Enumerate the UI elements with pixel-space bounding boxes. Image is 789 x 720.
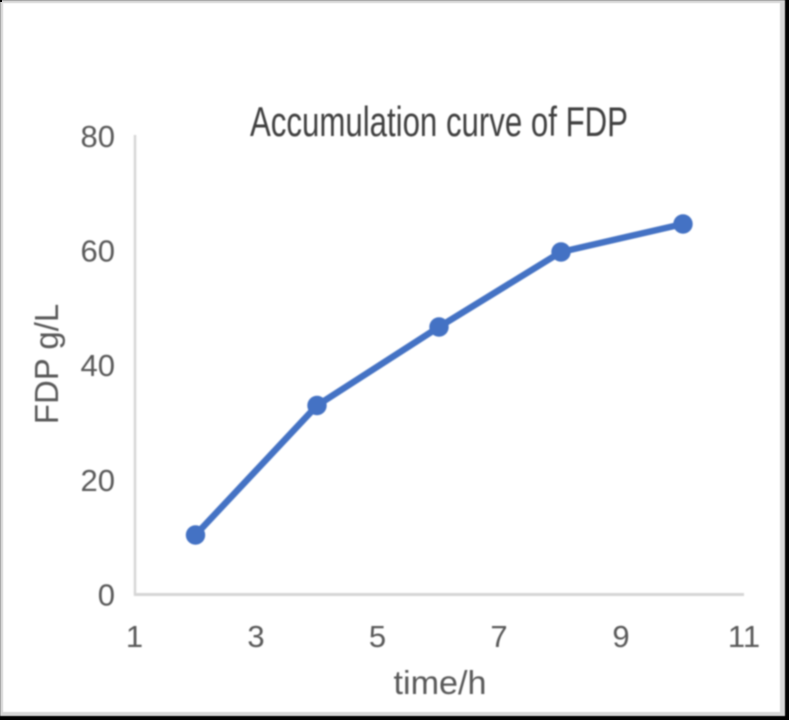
svg-text:time/h: time/h (394, 664, 487, 701)
svg-text:Accumulation curve of FDP: Accumulation curve of FDP (250, 98, 628, 145)
svg-text:7: 7 (490, 619, 507, 654)
svg-text:5: 5 (369, 619, 386, 654)
svg-text:20: 20 (81, 463, 115, 498)
svg-text:1: 1 (126, 619, 143, 654)
svg-text:40: 40 (81, 348, 115, 383)
svg-text:80: 80 (81, 119, 115, 154)
svg-text:9: 9 (612, 619, 629, 654)
svg-text:60: 60 (81, 234, 115, 269)
svg-text:FDP g/L: FDP g/L (28, 304, 65, 424)
svg-text:3: 3 (247, 619, 264, 654)
svg-text:0: 0 (98, 577, 115, 612)
svg-text:11: 11 (728, 619, 760, 654)
